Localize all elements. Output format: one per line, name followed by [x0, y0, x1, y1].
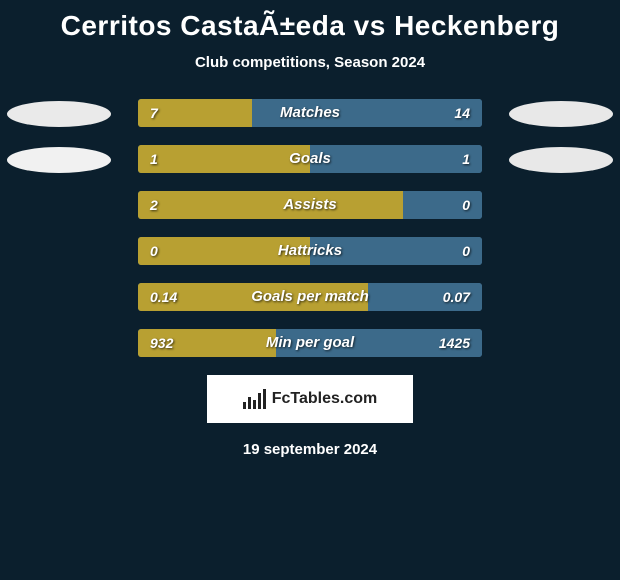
value-right: 0 — [462, 191, 470, 219]
value-right: 1 — [462, 145, 470, 173]
value-left: 1 — [150, 145, 158, 173]
stat-rows: 714Matches11Goals20Assists00Hattricks0.1… — [0, 99, 620, 357]
bar-holder — [138, 329, 482, 357]
page-title: Cerritos CastaÃ±eda vs Heckenberg — [0, 0, 620, 42]
stat-row: 20Assists — [0, 191, 620, 219]
stat-row: 0.140.07Goals per match — [0, 283, 620, 311]
bar-right — [403, 191, 482, 219]
bar-holder — [138, 283, 482, 311]
value-left: 932 — [150, 329, 173, 357]
stat-row: 11Goals — [0, 145, 620, 173]
right-ellipse — [509, 101, 613, 127]
date-text: 19 september 2024 — [0, 441, 620, 458]
bar-left — [138, 191, 403, 219]
subtitle: Club competitions, Season 2024 — [0, 54, 620, 71]
stat-row: 714Matches — [0, 99, 620, 127]
bar-holder — [138, 191, 482, 219]
bar-holder — [138, 99, 482, 127]
value-left: 0 — [150, 237, 158, 265]
value-right: 0.07 — [443, 283, 470, 311]
left-ellipse — [7, 101, 111, 127]
source-logo: FcTables.com — [207, 375, 413, 423]
bar-right — [310, 237, 482, 265]
value-left: 7 — [150, 99, 158, 127]
value-right: 0 — [462, 237, 470, 265]
value-right: 14 — [454, 99, 470, 127]
value-left: 2 — [150, 191, 158, 219]
stat-row: 00Hattricks — [0, 237, 620, 265]
value-right: 1425 — [439, 329, 470, 357]
logo-text: FcTables.com — [272, 390, 378, 408]
bar-right — [252, 99, 482, 127]
bar-holder — [138, 145, 482, 173]
right-ellipse — [509, 147, 613, 173]
logo-chart-icon — [243, 389, 266, 409]
bar-left — [138, 145, 310, 173]
bar-left — [138, 237, 310, 265]
bar-right — [310, 145, 482, 173]
value-left: 0.14 — [150, 283, 177, 311]
left-ellipse — [7, 147, 111, 173]
stat-row: 9321425Min per goal — [0, 329, 620, 357]
bar-holder — [138, 237, 482, 265]
